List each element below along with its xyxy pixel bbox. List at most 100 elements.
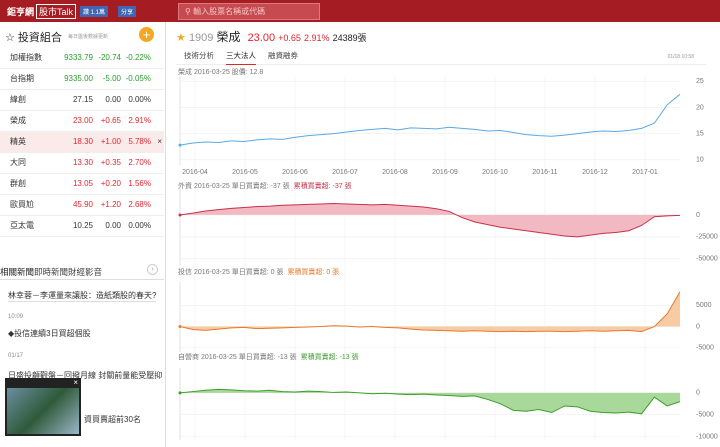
title-text: 外資 2016-03-25 單日買賣超: -37 張 [178,181,290,190]
update-time: 01/18 10:58 [667,54,694,60]
more-tabs[interactable]: › [147,264,158,275]
add-button[interactable]: + [139,27,154,42]
area-fill [180,389,680,414]
stock-change: +0.65 [278,33,301,43]
x-tick-label: 2016-11 [532,169,557,176]
price: 9333.79 [64,53,93,62]
share-button[interactable]: 分享 [118,6,137,17]
title-accent: 累積買賣超: -13 張 [301,352,359,361]
stock-name: 群創 [10,179,26,188]
change: +0.35 [100,158,121,167]
pct: 2.68% [128,200,151,209]
close-video[interactable]: × [73,378,78,387]
portfolio-row[interactable]: 群創 13.05 +0.20 1.56% [0,174,164,195]
chart-title: 外資 2016-03-25 單日買賣超: -37 張累積買賣超: -37 張 [178,181,352,190]
price: 23.00 [72,116,93,125]
price: 9335.00 [64,74,93,83]
title-text: 自營商 2016-03-25 單日買賣超: -13 張 [178,352,297,361]
pct: 1.56% [128,179,151,188]
title-accent: 累積買賣超: -37 張 [294,181,352,190]
portfolio-row[interactable]: 台指期 9335.00 -5.00 -0.05% [0,69,164,90]
y-tick-label: 0 [696,212,700,219]
portfolio-row[interactable]: 加權指數 9333.79 -20.74 -0.22% [0,48,164,69]
title-accent: 累積買賣超: 0 張 [287,267,339,276]
pct: -0.05% [125,74,151,83]
portfolio-row[interactable]: 精英 18.30 +1.00 5.78% × [0,132,164,153]
stock-name: 亞太電 [10,221,34,230]
video-overlay[interactable]: × [5,378,81,436]
y-tick-label: 10 [696,157,704,164]
stock-code: 1909 [188,32,214,44]
title-text: 投信 2016-03-25 單日買賣超: 0 張 [178,267,283,276]
series-line [179,388,681,415]
change: -5.00 [102,74,121,83]
portfolio-title: ☆ 投資組合 [5,32,62,44]
change: +0.65 [100,116,121,125]
chart-title: 投信 2016-03-25 單日買賣超: 0 張累積買賣超: 0 張 [178,267,339,276]
news-headline[interactable]: 日盛投顧觀盤－回撥月線 封關前量能受壓抑 [8,371,163,380]
news-tab[interactable]: 相關新聞 [0,267,35,277]
chart-tab[interactable]: 三大法人 [226,50,256,65]
stock-volume: 24389張 [332,33,367,43]
quote-header: ★ 1909 榮成 23.00 +0.65 2.91% 24389張 [176,28,367,45]
stock-name: 台指期 [10,74,34,83]
stock-price: 23.00 [247,32,276,44]
start-point [178,143,182,147]
news-time: 01/17 [8,353,24,359]
remove-button[interactable]: × [157,137,162,146]
price: 10.25 [72,221,93,230]
price: 18.30 [72,137,93,146]
pct: 0.00% [128,221,151,230]
brand[interactable]: 股市Talk [36,4,77,19]
portfolio-row[interactable]: 榮成 23.00 +0.65 2.91% [0,111,164,132]
y-tick-label: 0 [696,323,700,330]
portfolio-row[interactable]: 亞太電 10.25 0.00 0.00% [0,216,164,237]
price: 27.15 [72,95,93,104]
y-tick-label: -50000 [696,256,718,263]
area-fill [180,291,680,332]
x-tick-label: 2016-08 [382,169,408,176]
news-tab[interactable]: 即時新聞 [34,267,69,277]
search-box[interactable]: ⚲ 輸入股票名稱或代碼 [178,3,320,20]
left-panel: ☆ 投資組合 每日盤後數據更新 + 加權指數 9333.79 -20.74 -0.22… [0,22,166,447]
stock-name: 榮成 [10,116,26,125]
start-point [178,391,182,395]
portfolio-row[interactable]: 歐買尬 45.90 +1.20 2.68% [0,195,164,216]
portfolio-row[interactable]: 緯創 27.15 0.00 0.00% [0,90,164,111]
x-tick-label: 2016-04 [182,169,208,176]
change: -20.74 [98,53,121,62]
chart-title: 榮成 2016-03-25 股價: 12.8 [178,67,263,76]
x-tick-label: 2016-12 [582,169,608,176]
pct: 0.00% [128,95,151,104]
star[interactable]: ★ [176,32,186,44]
portfolio-row[interactable]: 大同 13.30 +0.35 2.70% [0,153,164,174]
charts: 2016-04 2016-05 2016-06 2016-07 2016-08 2016-… [178,67,718,441]
stock-pct: 2.91% [304,33,330,43]
chart-tabs: 01/18 10:58 技術分析 三大法人 融資融券 [176,50,706,65]
like-button[interactable]: 讚 1.1萬 [80,6,109,17]
news-headline[interactable]: ◆投信連續3日買超個股 [8,329,91,338]
y-tick-label: -10000 [696,433,718,440]
logo[interactable]: 鉅亨網 [7,7,35,17]
change: 0.00 [105,221,121,230]
portfolio-note: 每日盤後數據更新 [68,34,109,40]
y-tick-label: 25 [696,78,704,85]
price: 13.05 [72,179,93,188]
change: +0.20 [100,179,121,188]
chart-tab[interactable]: 融資融券 [268,51,298,60]
stock-name: 加權指數 [10,53,42,62]
change: +1.20 [100,200,121,209]
stock-name: 榮成 [216,30,241,44]
y-tick-label: -25000 [696,234,718,241]
change: +1.00 [100,137,121,146]
chart-tab[interactable]: 技術分析 [184,51,214,60]
news-tab[interactable]: 財經影音 [68,267,103,277]
price: 13.30 [72,158,93,167]
news-headline[interactable]: 資買賣超前30名 [84,415,141,424]
x-tick-label: 2016-10 [482,169,508,176]
title-text: 榮成 2016-03-25 股價: 12.8 [178,67,263,76]
news-headline[interactable]: 林幸蓉－李運量來讓股：造紙類股的春天? [8,291,157,302]
x-tick-label: 2016-06 [282,169,308,176]
stock-name: 精英 [10,137,26,146]
